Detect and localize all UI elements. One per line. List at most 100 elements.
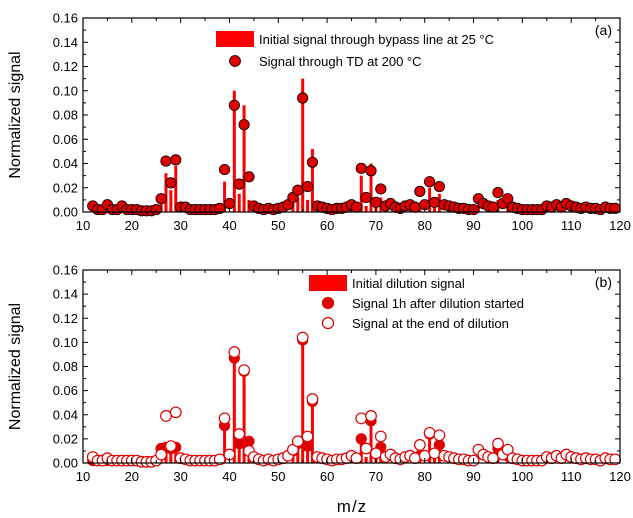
panel-a-legend-label: Initial signal through bypass line at 25…	[259, 32, 494, 47]
panel-a-y-tick-label: 0.08	[53, 108, 78, 123]
panel-b-filled-point	[233, 438, 245, 450]
panel-b-open-point	[228, 346, 241, 358]
panel-b-x-tick-label: 100	[512, 469, 534, 484]
panel-b-y-tick-label: 0.10	[53, 335, 78, 350]
panel-a-filled-point	[214, 202, 226, 214]
panel-b-open-point	[213, 453, 226, 466]
panel-b: 10 20 30 40 50 60 70 80 90 100 110 120 0.00 0.02 0.04 0…	[7, 263, 631, 485]
panel-a-y-tick-label: 0.16	[53, 11, 78, 26]
panel-a-panel-label: (a)	[595, 22, 612, 38]
panel-a-y-tick-label: 0.14	[53, 35, 78, 50]
panel-a-filled-point	[306, 156, 319, 168]
panel-a-filled-point	[243, 171, 255, 183]
panel-a-filled-point	[433, 180, 445, 193]
panel-a-filled-point	[414, 185, 426, 197]
panel-a-x-tick-label: 70	[369, 218, 383, 233]
panel-a-legend-filled-marker	[229, 55, 241, 67]
panel-a-x-tick-label: 40	[222, 218, 236, 233]
panel-b-open-point	[409, 452, 421, 465]
panel-b-legend-filled-marker	[321, 296, 335, 310]
panel-a-filled-point	[233, 178, 245, 190]
panel-a-filled-point	[492, 187, 504, 199]
panel-a-filled-point	[409, 201, 421, 213]
panel-a-plot-frame	[82, 17, 621, 213]
panel-a-filled-point	[170, 154, 182, 166]
panel-b-open-point	[160, 410, 172, 422]
panel-b-open-point	[218, 412, 231, 425]
panel-b-filled-point	[243, 435, 255, 447]
panel-a-x-tick-label: 10	[76, 218, 90, 233]
panel-a-x-tick-label: 90	[466, 218, 480, 233]
panel-b-y-tick-label: 0.14	[53, 287, 78, 302]
panel-b-open-point	[360, 442, 373, 455]
panel-a-filled-point	[487, 201, 499, 213]
panel-a-filled-point	[424, 176, 436, 188]
panel-b-x-tick-label: 80	[417, 469, 431, 484]
panel-b-x-tick-label: 10	[76, 469, 90, 484]
panel-b-y-tick-label: 0.02	[53, 431, 78, 446]
panel-a-filled-point	[355, 162, 367, 174]
panel-a-legend-bar-swatch	[216, 31, 254, 47]
panel-b-open-point	[492, 437, 504, 450]
panel-b-open-point	[164, 440, 177, 453]
panel-b-open-point	[370, 447, 382, 460]
panel-a-filled-point	[228, 99, 240, 111]
panel-b-open-point	[374, 430, 387, 443]
panel-b-y-tick-label: 0.16	[53, 263, 78, 278]
panel-b-y-tick-label: 0.08	[53, 359, 78, 374]
panel-a-filled-point	[428, 196, 441, 208]
panel-a-filled-point	[238, 119, 250, 131]
panel-a-y-tick-label: 0.04	[53, 156, 78, 171]
panel-b-x-tick-label: 110	[561, 469, 582, 484]
panel-b-x-tick-label: 120	[609, 469, 631, 484]
panel-b-open-point	[233, 428, 246, 440]
panel-b-open-point	[296, 331, 309, 344]
panel-b-y-tick-label: 0.12	[53, 311, 78, 326]
panel-a-x-tick-label: 50	[271, 218, 285, 233]
panel-b-y-axis-label: Normalized signal	[7, 303, 24, 430]
panel-b-y-tick-label: 0.06	[53, 383, 78, 398]
panel-b-x-tick-label: 20	[125, 469, 139, 484]
panel-b-open-point	[301, 430, 314, 443]
panel-a-filled-point	[360, 191, 372, 204]
panel-b-x-tick-label: 30	[173, 469, 187, 484]
panel-b-x-tick-label: 50	[271, 469, 285, 484]
panel-a-x-tick-label: 120	[609, 218, 631, 233]
x-axis-label: m/z	[337, 497, 367, 516]
panel-b-open-point	[169, 406, 182, 419]
panel-a-filled-point	[365, 165, 377, 177]
panel-b-legend-label: Initial dilution signal	[352, 276, 465, 291]
panel-b-open-point	[428, 447, 441, 460]
panel-a-filled-point	[502, 193, 514, 205]
panel-a-y-tick-label: 0.00	[53, 205, 78, 220]
panel-b-legend-label: Signal at the end of dilution	[352, 316, 509, 331]
panel-b-x-tick-label: 70	[369, 469, 383, 484]
panel-a: 10 20 30 40 50 60 70 80 90 100 110 120 0.00 0.02 0.04 0…	[7, 11, 631, 234]
panel-b-filled-point	[301, 440, 314, 452]
panel-b-open-point	[365, 410, 377, 422]
panel-b-open-point	[355, 412, 368, 425]
panel-a-filled-point	[350, 201, 362, 213]
panel-a-x-tick-label: 110	[561, 218, 582, 233]
panel-b-open-point	[155, 448, 168, 461]
panel-a-y-tick-label: 0.06	[53, 132, 78, 147]
panel-a-y-axis-label: Normalized signal	[7, 51, 24, 178]
panel-b-open-point	[350, 452, 363, 465]
panel-a-x-tick-label: 60	[320, 218, 334, 233]
panel-b-open-point	[306, 393, 319, 405]
panel-b-legend-label: Signal 1h after dilution started	[352, 296, 524, 311]
panel-a-x-tick-label: 20	[125, 218, 139, 233]
panel-b-y-tick-label: 0.04	[53, 407, 78, 422]
panel-a-x-tick-label: 30	[173, 218, 187, 233]
panel-a-filled-point	[165, 177, 177, 189]
panel-b-panel-label: (b)	[595, 274, 612, 290]
panel-b-open-point	[238, 364, 251, 377]
panel-b-y-tick-label: 0.00	[53, 456, 78, 471]
panel-b-x-tick-label: 60	[320, 469, 334, 484]
panel-b-open-point	[433, 429, 446, 442]
panel-a-filled-point	[301, 180, 314, 193]
panel-b-open-point	[413, 439, 426, 451]
panel-b-legend-open-marker	[321, 316, 335, 330]
panel-a-filled-point	[218, 163, 231, 176]
